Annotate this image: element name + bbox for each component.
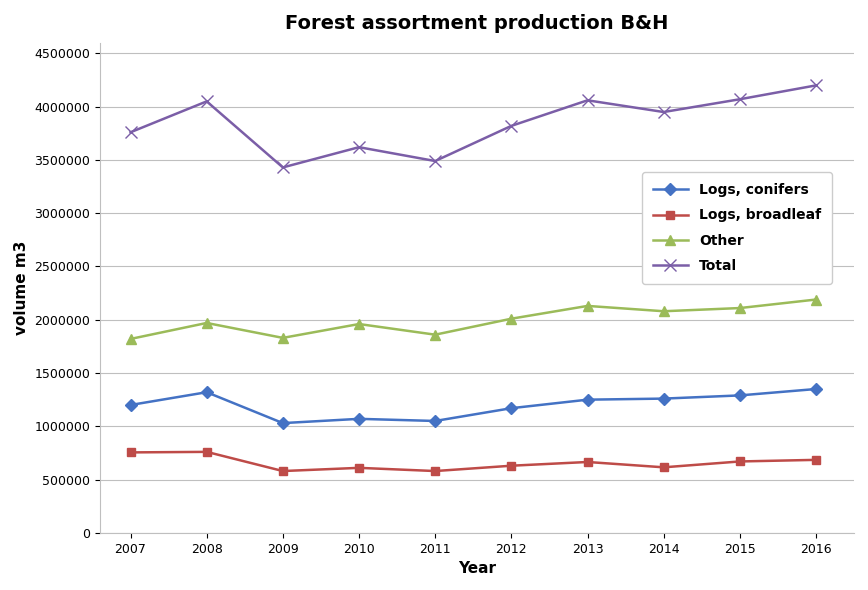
Other [430,331,440,338]
Logs, conifers [582,396,593,403]
Other [125,335,135,342]
Total [734,96,745,103]
Logs, broadleaf [125,449,135,456]
Total [201,98,212,105]
Other [278,335,288,342]
Logs, broadleaf [201,448,212,455]
Logs, broadleaf [734,458,745,465]
Logs, broadleaf [278,467,288,474]
Other [506,315,516,322]
Other [734,304,745,312]
Logs, broadleaf [430,467,440,474]
Other [659,308,669,315]
Line: Logs, conifers: Logs, conifers [127,385,820,427]
Total [354,143,365,150]
Other [811,296,821,303]
Logs, broadleaf [659,464,669,471]
Logs, broadleaf [506,462,516,469]
Line: Total: Total [125,80,822,173]
Logs, conifers [811,385,821,392]
Logs, broadleaf [354,464,365,471]
Y-axis label: volume m3: volume m3 [14,241,29,335]
Line: Logs, broadleaf: Logs, broadleaf [127,448,820,475]
Logs, conifers [659,395,669,402]
Total [582,97,593,104]
Other [201,319,212,326]
Line: Other: Other [126,294,821,344]
Total [430,158,440,165]
Logs, broadleaf [582,458,593,466]
Title: Forest assortment production B&H: Forest assortment production B&H [286,14,668,33]
Total [278,164,288,171]
Other [354,320,365,327]
Logs, conifers [354,415,365,422]
Total [125,129,135,136]
Legend: Logs, conifers, Logs, broadleaf, Other, Total: Logs, conifers, Logs, broadleaf, Other, … [642,172,832,284]
Total [506,122,516,129]
Logs, conifers [430,418,440,425]
Logs, conifers [125,401,135,408]
Total [811,82,821,89]
Total [659,109,669,116]
Logs, conifers [734,392,745,399]
Other [582,303,593,310]
Logs, conifers [278,419,288,427]
X-axis label: Year: Year [458,561,496,576]
Logs, conifers [201,389,212,396]
Logs, broadleaf [811,456,821,463]
Logs, conifers [506,405,516,412]
